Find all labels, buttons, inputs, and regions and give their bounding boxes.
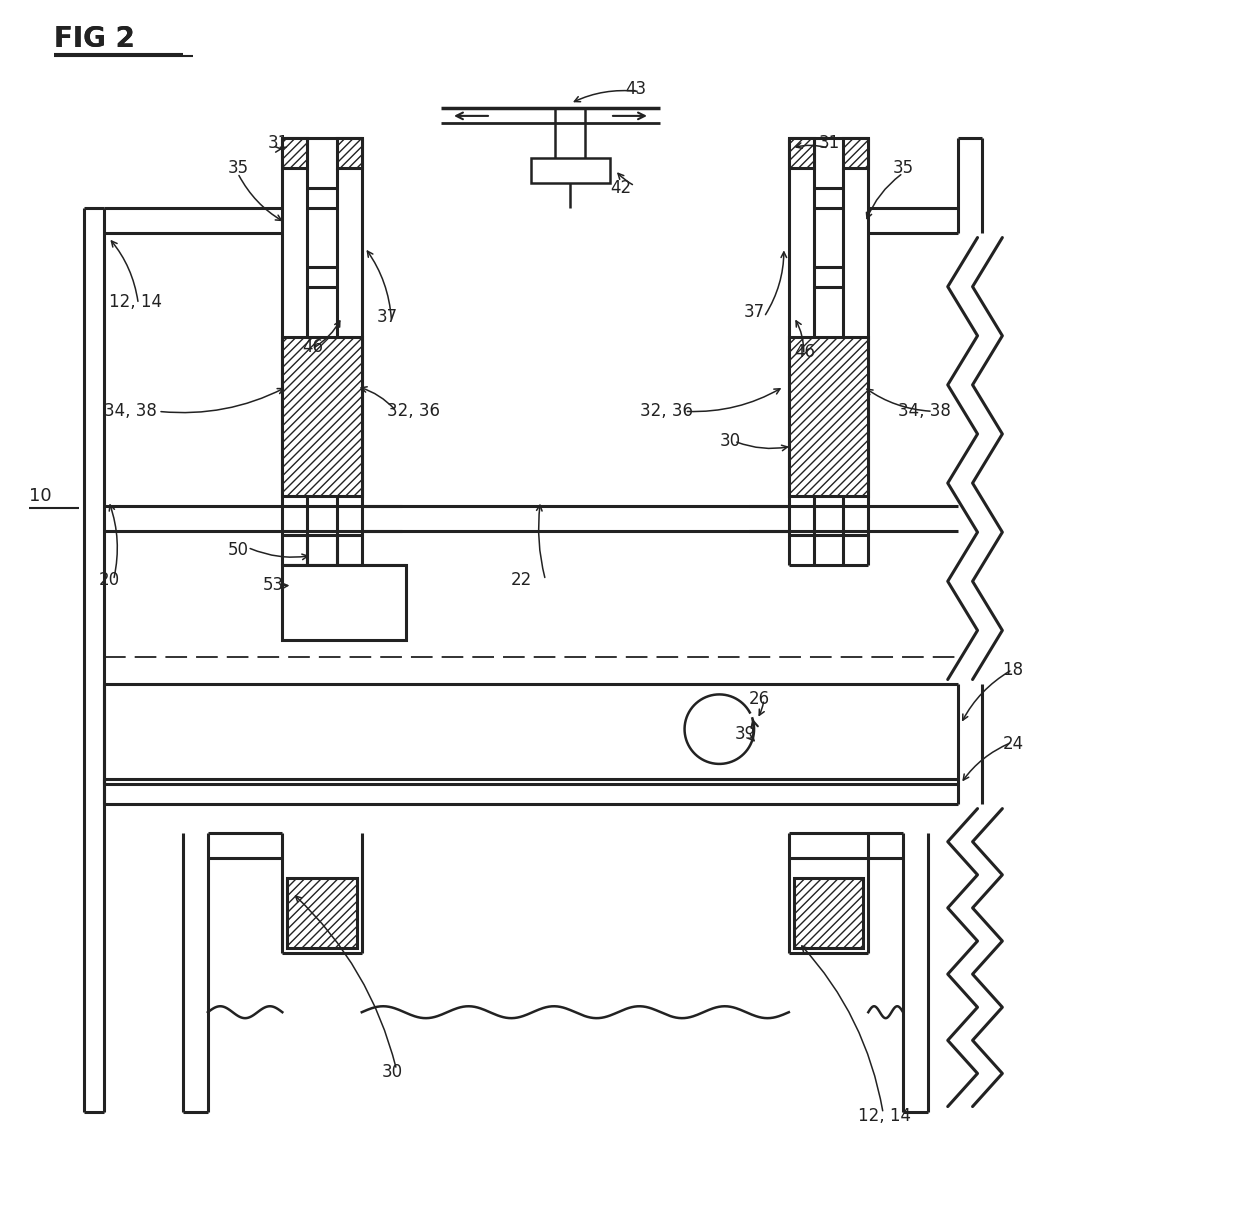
Bar <box>283 565 407 640</box>
Bar <box>283 337 362 496</box>
Text: 30: 30 <box>382 1063 403 1081</box>
Text: 32, 36: 32, 36 <box>640 402 693 420</box>
Text: 12, 14: 12, 14 <box>109 293 161 311</box>
Text: 37: 37 <box>377 309 398 326</box>
Text: 18: 18 <box>1002 661 1023 678</box>
Bar <box>531 158 610 183</box>
Bar <box>843 139 868 168</box>
Text: 32, 36: 32, 36 <box>387 402 440 420</box>
Text: 46: 46 <box>303 338 324 356</box>
Text: 37: 37 <box>744 303 765 321</box>
Text: 50: 50 <box>228 542 249 559</box>
Text: 34, 38: 34, 38 <box>104 402 156 420</box>
Bar <box>789 139 813 168</box>
Text: 22: 22 <box>511 571 532 589</box>
Text: 35: 35 <box>228 159 249 177</box>
Text: 39: 39 <box>734 725 755 744</box>
Text: 24: 24 <box>1002 735 1023 753</box>
Text: 53: 53 <box>263 576 284 594</box>
Text: 30: 30 <box>719 433 740 450</box>
Text: 20: 20 <box>99 571 120 589</box>
Bar <box>794 878 863 948</box>
Text: 12, 14: 12, 14 <box>858 1108 911 1125</box>
Bar <box>288 878 357 948</box>
Text: 46: 46 <box>794 343 815 361</box>
Text: 42: 42 <box>610 179 631 197</box>
Text: FIG 2: FIG 2 <box>53 26 135 53</box>
Text: FIG 2: FIG 2 <box>53 26 135 53</box>
Text: 10: 10 <box>29 487 52 504</box>
Text: 35: 35 <box>893 159 914 177</box>
Bar <box>283 139 308 168</box>
Text: 31: 31 <box>268 134 289 152</box>
Text: 34, 38: 34, 38 <box>898 402 951 420</box>
Text: 31: 31 <box>818 134 839 152</box>
Text: 43: 43 <box>625 80 646 97</box>
Bar <box>789 337 868 496</box>
Text: 26: 26 <box>749 690 770 708</box>
Bar <box>337 139 362 168</box>
